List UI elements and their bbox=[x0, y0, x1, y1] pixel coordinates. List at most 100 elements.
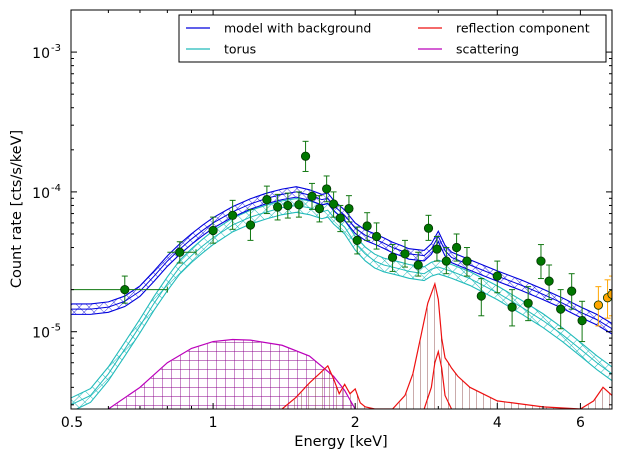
data-point-24 bbox=[441, 247, 451, 275]
y-tick-exponent: -3 bbox=[51, 43, 61, 54]
x-tick-label: 6 bbox=[576, 415, 585, 431]
legend-box bbox=[178, 14, 607, 63]
data-marker bbox=[387, 252, 398, 263]
data-marker bbox=[120, 285, 130, 295]
data-point-13 bbox=[328, 191, 339, 218]
data-marker bbox=[556, 304, 566, 314]
legend-entry: model with background bbox=[186, 21, 371, 36]
data-marker bbox=[344, 203, 354, 214]
extra-point-0 bbox=[593, 286, 603, 327]
data-marker bbox=[371, 231, 382, 242]
y-tick-label: 10 -4 bbox=[32, 183, 61, 202]
x-tick-label: 4 bbox=[493, 415, 502, 431]
data-point-17 bbox=[362, 212, 372, 241]
data-marker bbox=[400, 249, 410, 259]
data-point-21 bbox=[413, 251, 423, 277]
x-axis-label: Energy [keV] bbox=[294, 434, 387, 450]
data-marker bbox=[536, 256, 546, 266]
data-marker bbox=[577, 316, 587, 326]
data-point-9 bbox=[300, 140, 311, 172]
y-tick-base: 10 bbox=[32, 46, 50, 62]
data-point-26 bbox=[462, 247, 472, 277]
extra-point-1 bbox=[602, 279, 612, 319]
data-point-22 bbox=[423, 214, 434, 241]
data-point-8 bbox=[294, 191, 304, 218]
data-marker bbox=[462, 256, 472, 266]
legend-label: reflection component bbox=[456, 21, 590, 36]
data-marker bbox=[300, 151, 311, 161]
data-point-28 bbox=[492, 260, 502, 294]
y-axis-label: Count rate [cts/s/keV] bbox=[9, 130, 25, 288]
data-marker bbox=[492, 271, 502, 281]
data-marker bbox=[432, 244, 442, 254]
legend: model with background reflection componen… bbox=[178, 14, 607, 63]
axes: 0.5 1 2 4 610-510-410-3 bbox=[32, 10, 613, 431]
data-marker bbox=[476, 291, 486, 301]
y-tick-label: 10 -5 bbox=[32, 323, 61, 342]
data-point-2 bbox=[208, 216, 218, 244]
data-point-32 bbox=[544, 264, 554, 300]
data-point-23 bbox=[432, 235, 442, 262]
data-point-4 bbox=[245, 208, 256, 241]
data-marker bbox=[262, 195, 272, 205]
x-tick-label: 0.5 bbox=[61, 415, 83, 431]
data-marker bbox=[228, 210, 238, 220]
model-band bbox=[71, 186, 612, 334]
data-point-16 bbox=[352, 226, 362, 255]
data-point-15 bbox=[344, 195, 354, 223]
plot-area bbox=[71, 140, 612, 409]
model-lower-line bbox=[71, 196, 612, 335]
data-point-0 bbox=[71, 275, 168, 304]
data-marker bbox=[544, 276, 554, 286]
data-marker bbox=[307, 191, 317, 201]
data-marker bbox=[314, 203, 325, 214]
scattering-hatch bbox=[108, 339, 356, 409]
data-marker bbox=[335, 213, 345, 223]
data-marker bbox=[352, 235, 362, 245]
data-marker bbox=[507, 302, 517, 312]
data-point-5 bbox=[262, 185, 272, 215]
data-marker bbox=[423, 223, 434, 233]
data-point-33 bbox=[556, 289, 566, 330]
legend-label: scattering bbox=[456, 42, 519, 57]
data-marker bbox=[441, 256, 451, 266]
y-tick-label: 10 -3 bbox=[32, 43, 61, 62]
y-tick-exponent: -4 bbox=[51, 183, 61, 194]
data-point-7 bbox=[283, 192, 293, 219]
data-marker bbox=[283, 200, 293, 211]
data-marker bbox=[175, 247, 185, 257]
extra-marker bbox=[593, 300, 603, 310]
data-marker bbox=[567, 286, 577, 296]
data-point-10 bbox=[307, 182, 317, 210]
data-point-12 bbox=[322, 175, 332, 203]
y-tick-exponent: -5 bbox=[51, 323, 61, 334]
y-tick-base: 10 bbox=[32, 186, 50, 202]
data-point-34 bbox=[567, 273, 577, 310]
data-marker bbox=[523, 298, 533, 308]
reflection-inner-line bbox=[423, 349, 453, 409]
torus-lower-line bbox=[75, 211, 612, 409]
data-point-20 bbox=[400, 239, 410, 268]
data-point-29 bbox=[507, 289, 517, 327]
data-marker bbox=[208, 225, 218, 236]
data-marker bbox=[413, 260, 423, 270]
data-point-18 bbox=[371, 222, 382, 250]
data-point-19 bbox=[387, 244, 398, 272]
data-marker bbox=[245, 220, 256, 230]
data-point-30 bbox=[523, 286, 533, 322]
data-point-6 bbox=[273, 193, 283, 221]
data-marker bbox=[328, 199, 339, 209]
data-point-3 bbox=[228, 199, 238, 230]
data-point-14 bbox=[335, 204, 345, 233]
data-point-31 bbox=[536, 244, 546, 280]
legend-label: model with background bbox=[224, 21, 371, 36]
data-marker bbox=[273, 202, 283, 212]
data-point-27 bbox=[476, 278, 486, 317]
data-point-11 bbox=[314, 195, 325, 223]
plot-frame bbox=[70, 9, 613, 410]
data-marker bbox=[294, 200, 304, 210]
torus-line bbox=[71, 204, 612, 406]
data-marker bbox=[451, 242, 462, 253]
data-point-35 bbox=[577, 300, 587, 343]
